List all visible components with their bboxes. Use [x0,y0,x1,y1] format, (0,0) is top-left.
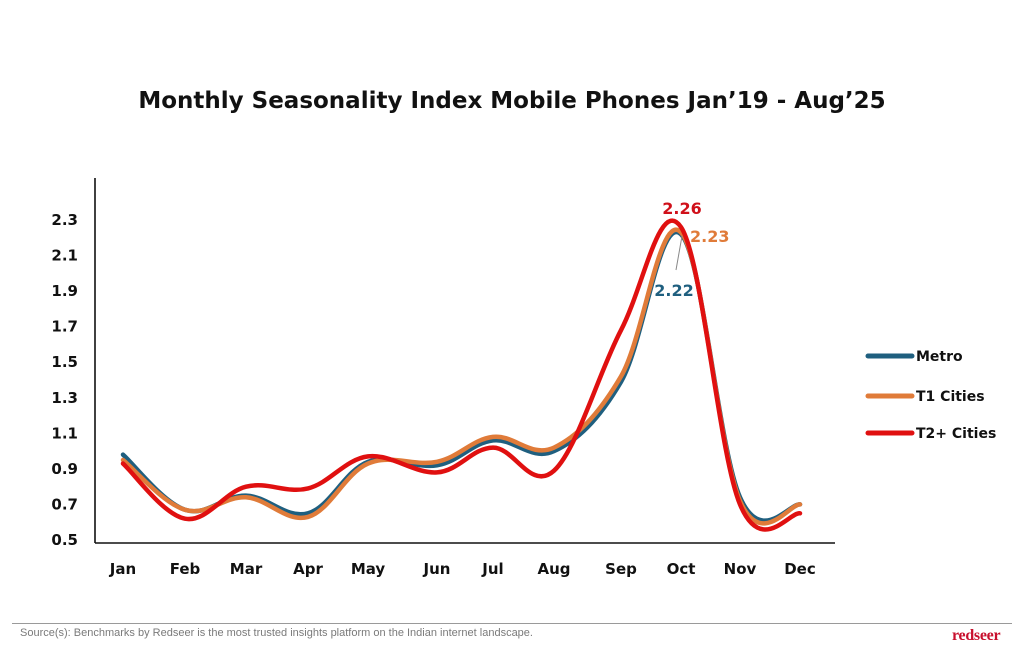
y-tick-label: 1.5 [51,353,78,371]
y-tick-label: 2.1 [51,247,78,265]
x-tick-label: Jul [481,560,503,578]
annotation-leader-line [675,235,683,271]
legend: Metro T1 Cities T2+ Cities [865,349,996,442]
legend-label: T1 Cities [916,389,985,405]
chart-title: Monthly Seasonality Index Mobile Phones … [138,88,885,114]
x-tick-label: Apr [293,560,323,578]
data-label: 2.22 [654,281,693,300]
x-tick-label: Jun [423,560,451,578]
x-tick-label: Oct [667,560,696,578]
legend-label: T2+ Cities [916,426,996,442]
x-tick-label: Mar [230,560,263,578]
y-tick-label: 1.9 [51,282,78,300]
y-tick-label: 1.3 [51,389,78,407]
x-tick-label: Jan [109,560,136,578]
legend-item: T1 Cities [865,389,985,405]
x-tick-label: Nov [724,560,757,578]
series-lines [120,218,803,532]
source-note: Source(s): Benchmarks by Redseer is the … [20,627,533,639]
y-tick-label: 2.3 [51,211,78,229]
x-tick-label: May [351,560,386,578]
y-tick-label: 1.1 [51,424,78,442]
legend-label: Metro [916,349,963,365]
y-tick-label: 0.5 [51,531,78,549]
y-tick-labels: 0.5 0.7 0.9 1.1 1.3 1.5 1.7 1.9 2.1 2.3 [51,211,78,549]
footer-divider [12,623,1012,624]
x-tick-label: Feb [170,560,201,578]
series-line-metro [120,229,803,523]
x-tick-label: Sep [605,560,637,578]
legend-item: Metro [865,349,963,365]
data-label: 2.26 [662,199,701,218]
y-tick-label: 0.9 [51,460,78,478]
legend-item: T2+ Cities [865,426,996,442]
series-line-t1-cities [120,227,803,526]
x-tick-label: Aug [537,560,570,578]
series-line-t2-cities [120,218,803,532]
data-label: 2.23 [690,227,729,246]
y-tick-label: 0.7 [51,495,78,513]
y-tick-label: 1.7 [51,318,78,336]
x-tick-label: Dec [784,560,816,578]
redseer-logo: redseer [952,627,1001,644]
annotations: 2.26 2.23 2.22 [654,199,729,300]
x-tick-labels: Jan Feb Mar Apr May Jun Jul Aug Sep Oct Nov Dec [109,560,816,578]
